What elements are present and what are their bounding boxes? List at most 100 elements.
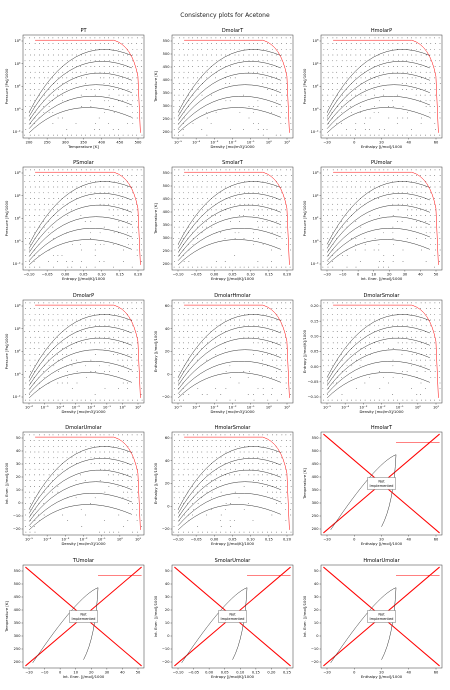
data-point	[281, 106, 283, 107]
data-point	[127, 89, 129, 90]
data-point	[67, 180, 69, 182]
data-point	[378, 342, 380, 344]
data-point	[379, 215, 380, 216]
data-point	[99, 308, 101, 309]
isoline	[326, 228, 430, 261]
data-point	[80, 243, 81, 245]
data-point	[356, 319, 357, 321]
data-point	[187, 348, 189, 349]
chart-title: HmolarSmolar	[215, 425, 252, 431]
data-point	[188, 48, 190, 50]
data-point	[415, 313, 417, 315]
data-point	[58, 331, 59, 332]
data-point	[113, 66, 115, 67]
data-point	[25, 336, 27, 338]
data-point	[196, 359, 198, 361]
data-point	[183, 198, 185, 199]
data-point	[38, 77, 40, 79]
data-point	[85, 308, 87, 309]
y-tick-label: 40	[165, 582, 170, 586]
data-point	[141, 520, 142, 522]
data-point	[34, 192, 35, 194]
data-point	[397, 175, 398, 176]
data-point	[331, 111, 333, 113]
data-point	[201, 457, 203, 459]
data-point	[364, 249, 366, 251]
data-point	[266, 175, 268, 176]
data-point	[141, 192, 143, 194]
data-point	[359, 48, 361, 50]
data-point	[216, 192, 217, 194]
data-point	[355, 331, 356, 332]
data-point	[99, 37, 101, 39]
data-point	[248, 169, 250, 171]
y-tick-label: 60	[165, 304, 170, 308]
data-point	[262, 54, 263, 56]
data-point	[188, 261, 190, 262]
data-point	[402, 66, 404, 67]
data-point	[174, 451, 175, 453]
data-point	[43, 192, 44, 194]
data-point	[424, 348, 426, 349]
data-point	[30, 71, 31, 73]
x-tick-label: 10⁻¹	[396, 406, 404, 410]
data-point	[141, 508, 142, 510]
data-point	[369, 117, 371, 119]
y-tick-label: 550	[312, 436, 320, 440]
data-point	[239, 331, 240, 332]
data-point	[132, 457, 134, 459]
data-point	[234, 491, 236, 493]
data-point	[61, 180, 63, 182]
data-point	[206, 474, 208, 476]
data-point	[183, 255, 184, 257]
data-point	[99, 365, 100, 367]
y-tick-label: 300	[163, 104, 171, 108]
data-point	[225, 440, 227, 441]
data-point	[346, 399, 348, 401]
data-point	[331, 308, 333, 309]
data-point	[95, 243, 96, 245]
data-point	[332, 302, 334, 304]
data-point	[187, 445, 189, 447]
data-point	[383, 319, 384, 321]
isoline	[326, 181, 430, 245]
data-point	[34, 319, 36, 321]
data-point	[253, 123, 254, 125]
data-point	[207, 468, 208, 470]
data-point	[289, 308, 291, 309]
data-point	[364, 129, 366, 130]
data-point	[420, 192, 422, 194]
data-point	[253, 266, 255, 268]
data-point	[276, 302, 278, 304]
data-point	[118, 463, 119, 464]
chart-title: DmolarHmolar	[214, 293, 251, 299]
data-point	[438, 192, 440, 194]
data-point	[387, 399, 389, 401]
data-point	[136, 371, 138, 372]
data-point	[140, 474, 142, 476]
data-point	[141, 203, 143, 205]
data-point	[392, 100, 393, 102]
y-tick-label: 10⁴	[14, 62, 21, 66]
data-point	[322, 325, 324, 327]
data-point	[370, 348, 371, 349]
data-point	[206, 514, 208, 516]
data-point	[350, 106, 352, 107]
data-point	[346, 100, 348, 102]
data-point	[136, 514, 137, 516]
data-point	[271, 514, 273, 516]
data-point	[104, 348, 106, 349]
data-point	[29, 376, 30, 378]
data-point	[48, 486, 49, 487]
data-point	[71, 331, 73, 332]
data-point	[225, 71, 227, 73]
data-point	[66, 83, 68, 84]
data-point	[94, 94, 96, 96]
data-point	[336, 382, 338, 384]
data-point	[24, 60, 26, 62]
data-point	[71, 440, 72, 441]
data-point	[402, 175, 404, 176]
data-point	[183, 71, 185, 73]
data-point	[206, 215, 208, 216]
data-point	[280, 313, 282, 315]
